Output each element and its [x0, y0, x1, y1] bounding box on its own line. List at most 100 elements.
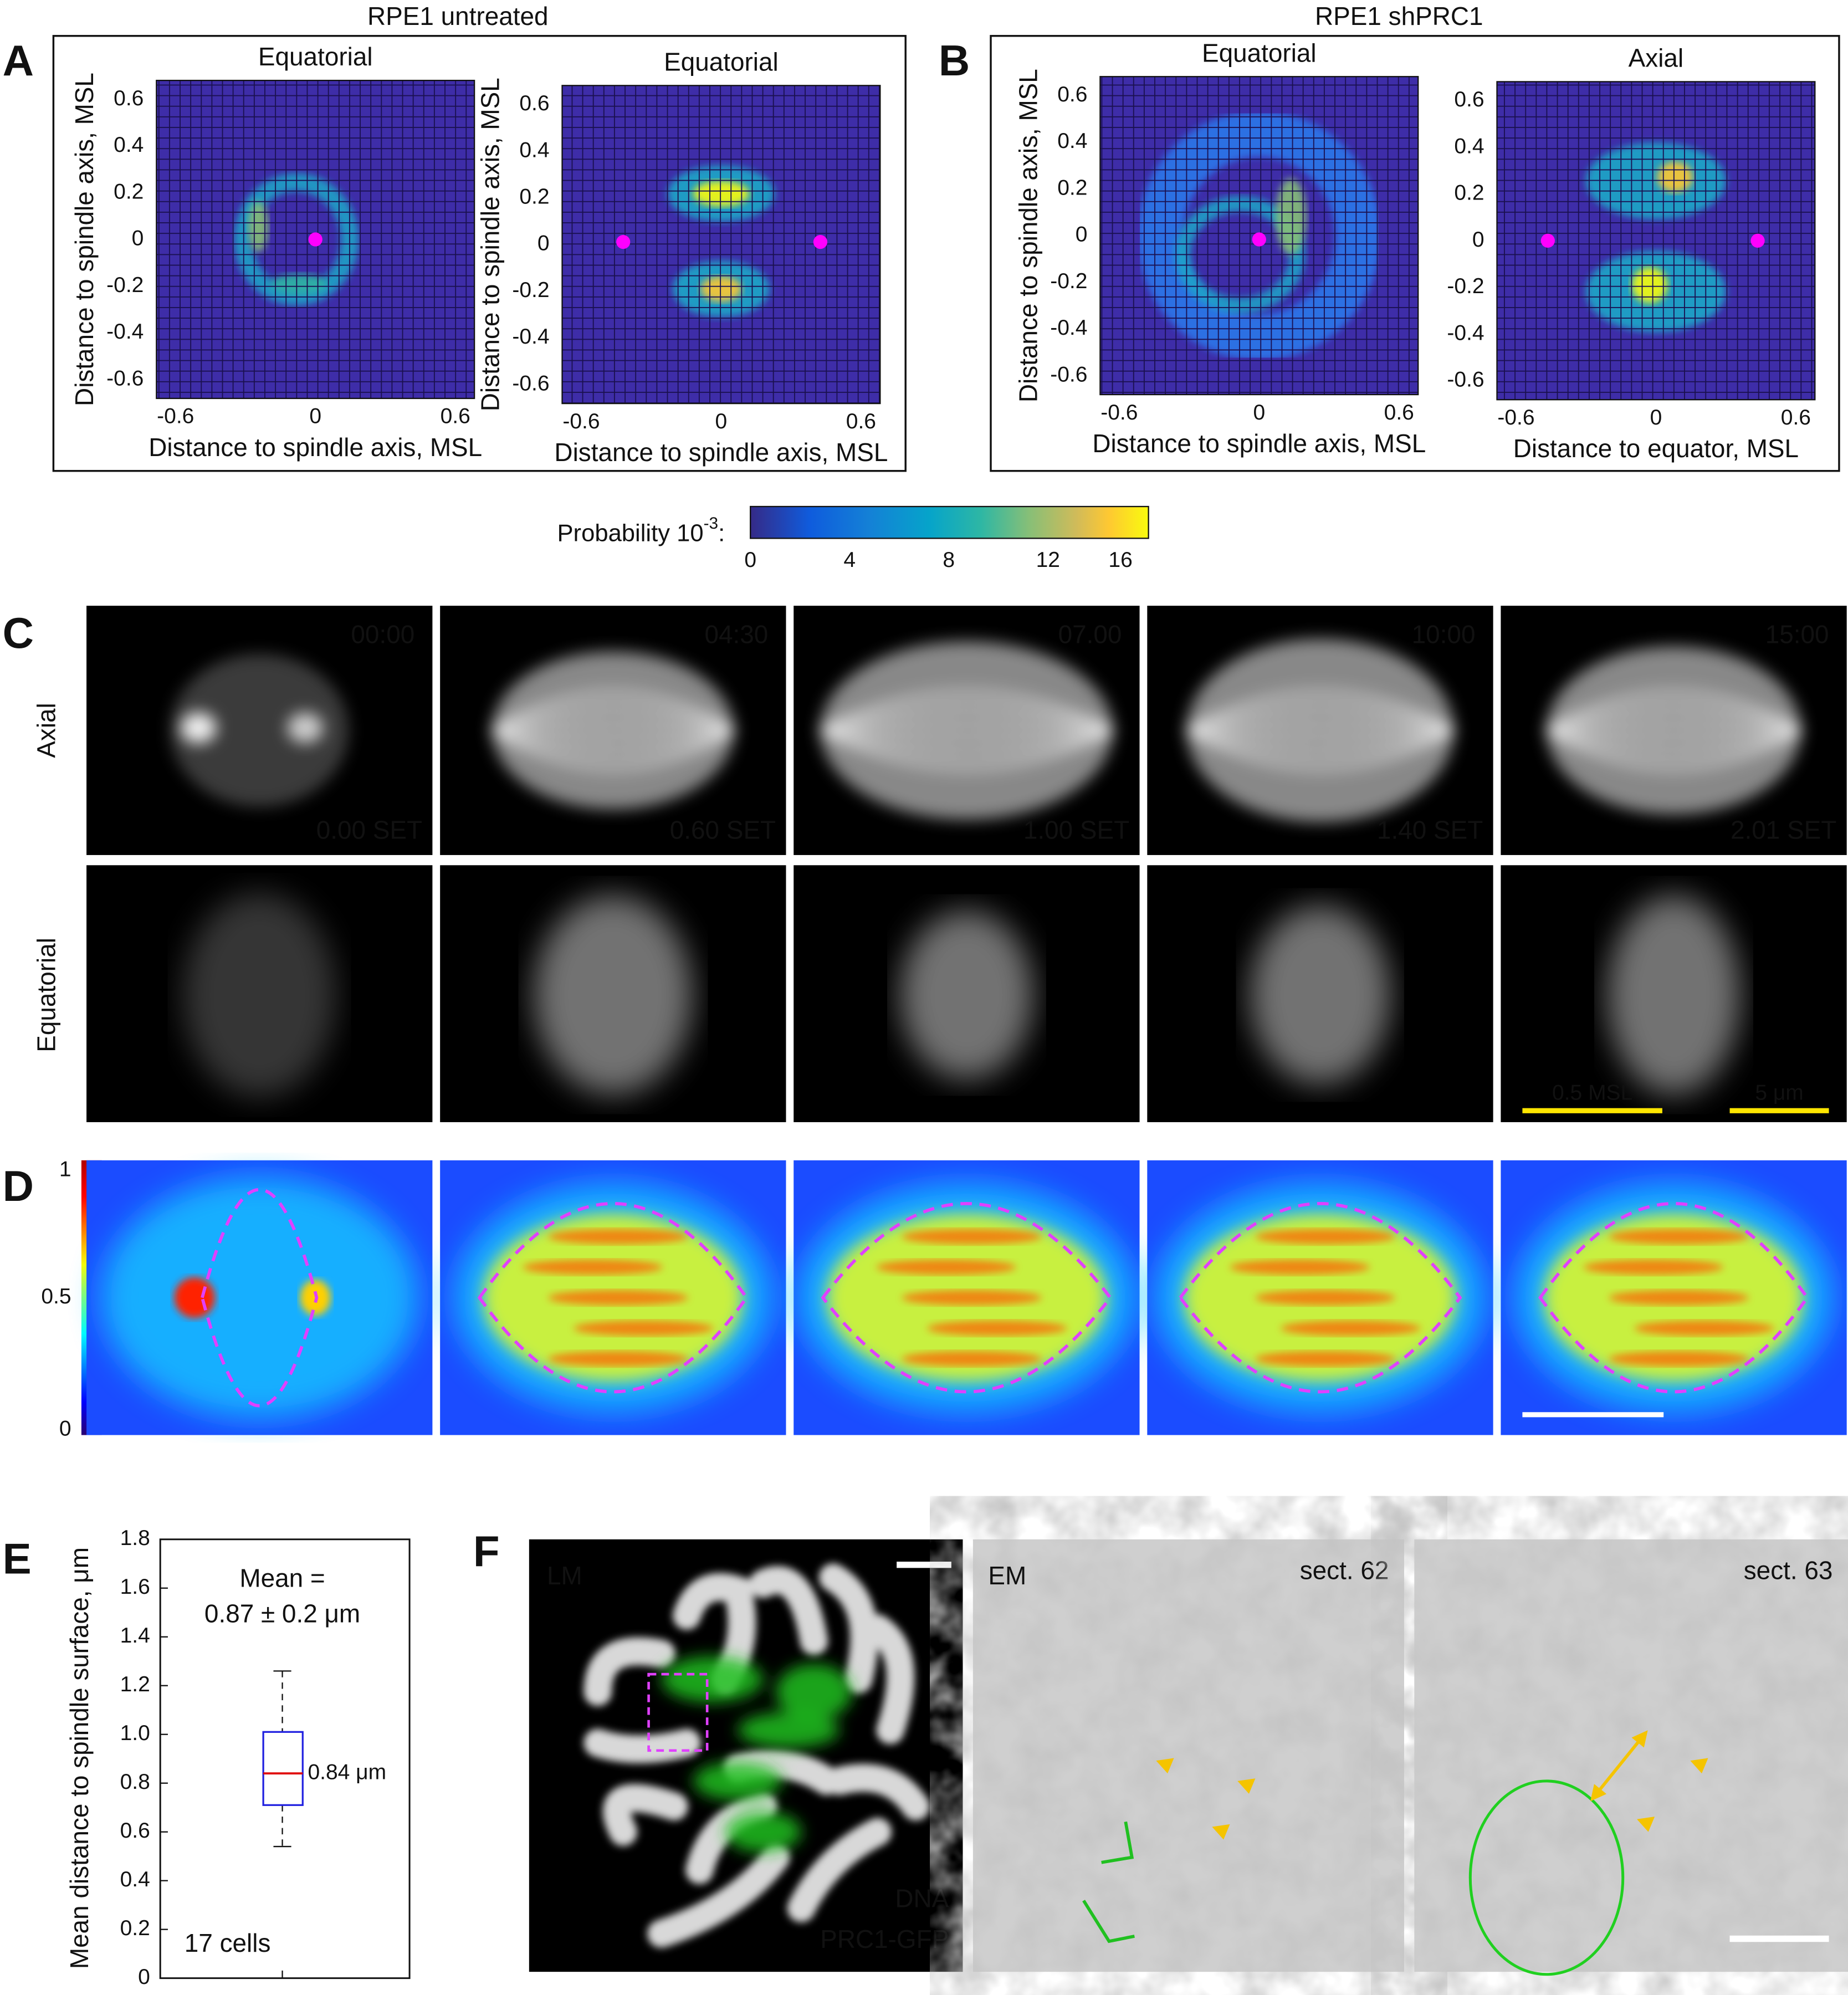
- hot-streak: [1255, 1351, 1395, 1367]
- x-axis-label: Distance to spindle axis, MSL: [1092, 429, 1426, 458]
- y-tick-label: 1.0: [120, 1721, 150, 1745]
- legend-prc1: PRC1-GFP: [820, 1925, 949, 1953]
- y-tick-label: 0.6: [1454, 88, 1484, 111]
- hot-streak: [1609, 1351, 1749, 1367]
- y-tick-label: -0.2: [1447, 274, 1484, 298]
- origin-dot: [1540, 233, 1555, 248]
- y-tick-label: 0.4: [1057, 129, 1087, 153]
- colorbar-label-part: -3: [704, 514, 719, 533]
- panel-title: RPE1 untreated: [367, 2, 549, 30]
- panel-label: A: [3, 36, 34, 85]
- chromosome: [749, 1566, 828, 1655]
- chromosome: [819, 1563, 878, 1694]
- fiber: [1185, 702, 1455, 733]
- spindle: [1185, 638, 1455, 822]
- time-label: 07.00: [1058, 620, 1122, 648]
- hot-streak: [548, 1290, 688, 1306]
- fiber: [491, 728, 735, 759]
- y-tick-label: 0.6: [114, 86, 144, 110]
- fiber: [1545, 702, 1802, 733]
- colorbar-tick-label: 1: [59, 1157, 71, 1181]
- y-tick-label: -0.4: [1050, 316, 1087, 340]
- x-tick-label: 0: [715, 410, 728, 433]
- spindle: [490, 651, 735, 810]
- chromosome: [673, 1573, 756, 1694]
- set-label: 2.01 SET: [1731, 816, 1836, 845]
- legend-dna: DNA: [895, 1884, 949, 1913]
- colorbar-tick-label: 0: [59, 1417, 71, 1441]
- panel-title: RPE1 shPRC1: [1315, 2, 1483, 30]
- em-texture: [1414, 1539, 1848, 1972]
- fiber: [1545, 728, 1803, 771]
- time-label: 00:00: [351, 620, 414, 648]
- chromosomes: [583, 1563, 930, 1948]
- time-label: 04:30: [704, 620, 768, 648]
- y-tick-label: -0.4: [106, 320, 144, 344]
- panel-frame: [52, 35, 907, 472]
- hot-streak: [548, 1229, 688, 1245]
- panel-tag: EM: [988, 1561, 1026, 1590]
- hot-streak: [876, 1259, 1016, 1275]
- heatmap-grid: [561, 85, 881, 405]
- fiber: [819, 702, 1114, 733]
- fiber: [491, 702, 735, 733]
- fiber: [490, 728, 735, 771]
- x-axis-label: Distance to spindle axis, MSL: [149, 433, 482, 462]
- fiber: [1185, 728, 1455, 759]
- chromosome: [863, 1614, 915, 1745]
- fiber: [1546, 715, 1801, 733]
- arrowhead: [1212, 1824, 1230, 1840]
- heatmap-title: Axial: [1629, 44, 1683, 73]
- panel-label: F: [473, 1527, 500, 1575]
- panel-label: E: [3, 1534, 32, 1583]
- colorbar-tick-label: 4: [843, 548, 856, 572]
- x-tick-label: -0.6: [157, 405, 194, 428]
- y-tick-label: 0.4: [519, 138, 549, 162]
- x-axis-label: Distance to spindle axis, MSL: [554, 438, 888, 467]
- fiber: [820, 728, 1114, 746]
- y-tick-label: -0.4: [1447, 321, 1484, 345]
- spindle: [819, 641, 1114, 820]
- colorbar-tick-label: 8: [943, 548, 955, 572]
- y-tick-label: 0.2: [1454, 181, 1484, 205]
- set-label: 1.00 SET: [1023, 816, 1129, 845]
- spindle-body: [170, 654, 349, 807]
- y-tick-label: 0.2: [120, 1916, 150, 1940]
- y-tick-label: -0.6: [1050, 362, 1087, 386]
- median-label: 0.84 μm: [308, 1760, 386, 1784]
- pole: [287, 712, 323, 743]
- n-label: 17 cells: [185, 1928, 271, 1957]
- y-tick-label: 0.6: [120, 1819, 150, 1843]
- hot-streak: [1634, 1320, 1774, 1336]
- chromosome: [825, 1763, 930, 1821]
- colorbar-tick-label: 12: [1036, 548, 1060, 572]
- y-tick-label: 0.2: [1057, 176, 1087, 200]
- fiber: [1546, 728, 1801, 746]
- arrowhead: [1636, 1817, 1655, 1832]
- prc1-blob: [661, 1656, 764, 1702]
- spindle: [170, 654, 349, 807]
- fiber: [492, 715, 735, 733]
- panel-frame: [990, 35, 1840, 472]
- y-tick-label: 0: [138, 1965, 150, 1989]
- heatmap: [1496, 81, 1816, 401]
- heatmap-title: Equatorial: [258, 42, 373, 71]
- mean-label: Mean =: [239, 1563, 325, 1592]
- fiber: [1186, 728, 1455, 746]
- prc1-blob: [725, 1811, 802, 1853]
- fiber: [819, 728, 1114, 759]
- section-label: sect. 63: [1744, 1556, 1833, 1585]
- colorbar-tick-label: 0.5: [41, 1285, 71, 1308]
- y-tick-label: 0: [537, 232, 550, 255]
- section-label: sect. 62: [1300, 1556, 1389, 1585]
- set-label: 0.60 SET: [670, 816, 776, 845]
- colorbar-label-part: :: [718, 520, 725, 546]
- y-tick-label: 1.2: [120, 1672, 150, 1696]
- origin-dot: [813, 234, 828, 249]
- prc1-blob: [738, 1712, 839, 1748]
- hot-streak: [927, 1320, 1067, 1336]
- equatorial-body: [183, 893, 336, 1097]
- chromosome: [583, 1728, 701, 1763]
- fiber: [819, 689, 1114, 733]
- row-label: Equatorial: [32, 938, 60, 1052]
